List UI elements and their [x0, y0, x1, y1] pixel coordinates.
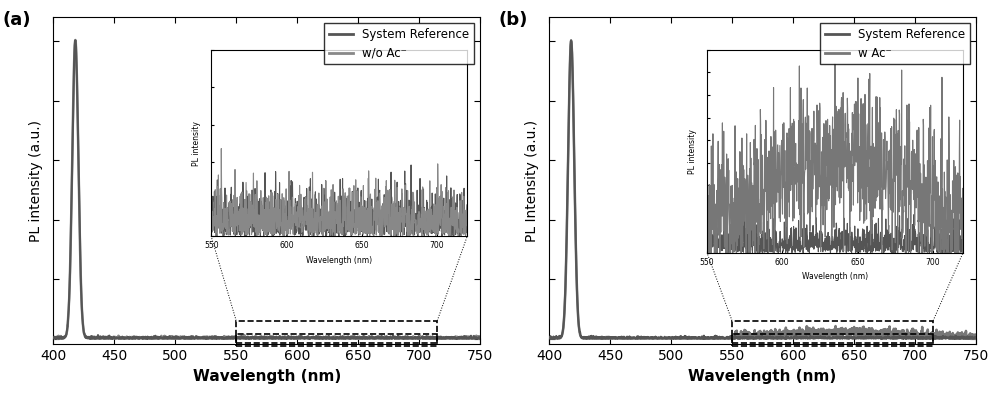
Bar	[236, 334, 437, 346]
w Ac⁻	[543, 336, 555, 341]
Text: (b): (b)	[498, 11, 527, 29]
Legend: System Reference, w Ac⁻: System Reference, w Ac⁻	[820, 23, 970, 64]
Y-axis label: PL intensity (a.u.): PL intensity (a.u.)	[29, 120, 43, 242]
System Reference	[751, 334, 763, 339]
System Reference	[565, 38, 577, 43]
System Reference	[543, 335, 555, 340]
w Ac⁻	[683, 336, 695, 341]
Text: (a): (a)	[2, 11, 31, 29]
Line: System Reference: System Reference	[549, 40, 976, 339]
w/o Ac⁻	[255, 335, 267, 339]
w/o Ac⁻	[474, 336, 486, 340]
w Ac⁻	[565, 39, 577, 44]
System Reference	[462, 336, 474, 340]
w/o Ac⁻	[327, 336, 339, 341]
w Ac⁻	[970, 335, 982, 340]
System Reference	[879, 335, 891, 339]
Line: w/o Ac⁻: w/o Ac⁻	[53, 40, 480, 339]
System Reference	[970, 335, 982, 340]
System Reference	[565, 38, 577, 43]
System Reference	[334, 336, 346, 341]
System Reference	[964, 336, 976, 341]
X-axis label: Wavelength (nm): Wavelength (nm)	[688, 369, 837, 384]
Bar	[732, 334, 933, 346]
w Ac⁻	[958, 335, 970, 339]
w Ac⁻	[958, 336, 970, 341]
w/o Ac⁻	[462, 336, 474, 340]
Line: w Ac⁻: w Ac⁻	[549, 41, 976, 339]
w Ac⁻	[740, 333, 752, 338]
Bar	[732, 321, 933, 343]
System Reference	[244, 335, 256, 340]
System Reference	[47, 336, 59, 340]
w/o Ac⁻	[244, 335, 256, 340]
System Reference	[69, 38, 81, 43]
X-axis label: Wavelength (nm): Wavelength (nm)	[193, 369, 341, 384]
Bar	[236, 321, 437, 343]
w/o Ac⁻	[384, 335, 396, 340]
Y-axis label: PL Intensity (a.u.): PL Intensity (a.u.)	[525, 120, 539, 242]
System Reference	[957, 335, 969, 340]
System Reference	[958, 336, 970, 341]
w/o Ac⁻	[69, 38, 81, 42]
System Reference	[384, 335, 396, 339]
w/o Ac⁻	[69, 38, 81, 43]
Line: System Reference: System Reference	[53, 40, 480, 339]
w Ac⁻	[565, 39, 577, 43]
w Ac⁻	[880, 329, 892, 333]
Legend: System Reference, w/o Ac⁻: System Reference, w/o Ac⁻	[324, 23, 474, 64]
System Reference	[462, 336, 474, 340]
System Reference	[740, 335, 752, 339]
System Reference	[255, 336, 267, 340]
System Reference	[69, 39, 81, 43]
w/o Ac⁻	[462, 334, 474, 339]
System Reference	[474, 335, 486, 340]
w Ac⁻	[751, 335, 763, 340]
w/o Ac⁻	[47, 335, 59, 340]
